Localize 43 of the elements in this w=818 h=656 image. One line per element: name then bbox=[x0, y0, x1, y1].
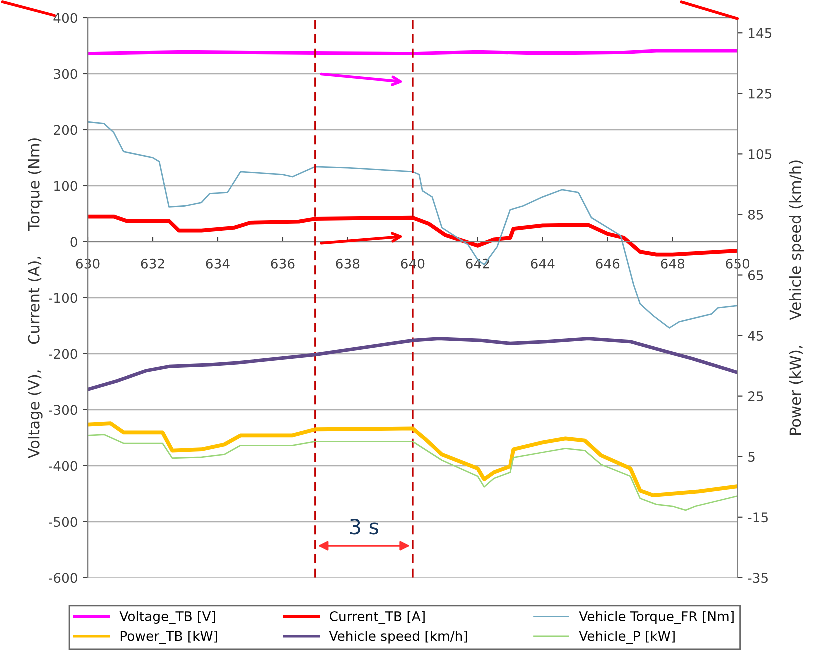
x-tick-label: 644 bbox=[531, 258, 555, 269]
y-tick-label: -300 bbox=[48, 405, 78, 416]
y-tick-label: 200 bbox=[54, 125, 78, 136]
legend-label: Vehicle_P [kW] bbox=[579, 630, 675, 644]
y-tick-label: -200 bbox=[48, 349, 78, 360]
y2-tick-label: 25 bbox=[748, 392, 764, 402]
y-tick-label: 300 bbox=[54, 69, 78, 80]
y-tick-label: 400 bbox=[54, 13, 78, 24]
x-tick-label: 638 bbox=[336, 258, 360, 269]
y-tick-label: -500 bbox=[48, 517, 78, 528]
x-tick-label: 640 bbox=[401, 258, 425, 269]
legend-label: Current_TB [A] bbox=[330, 611, 425, 624]
y-tick-label: 100 bbox=[54, 181, 78, 192]
x-tick-label: 648 bbox=[661, 258, 685, 269]
y2-tick-label: 125 bbox=[749, 88, 772, 99]
y-tick-label: -100 bbox=[48, 293, 78, 304]
legend-label: Voltage_TB [V] bbox=[120, 611, 216, 624]
line-series bbox=[88, 434, 738, 512]
y-tick-label: -400 bbox=[48, 461, 78, 472]
x-tick-label: 646 bbox=[596, 258, 620, 269]
y2-tick-label: 85 bbox=[748, 210, 764, 220]
y2-tick-label: -15 bbox=[748, 512, 768, 523]
x-tick-label: 632 bbox=[141, 258, 164, 269]
y2-tick-label: 45 bbox=[748, 331, 764, 341]
y2-tick-label: 145 bbox=[749, 28, 772, 38]
line-series bbox=[88, 214, 738, 257]
y-axis-title: Voltage (V), Current (A), Torque (Nm) bbox=[28, 138, 43, 459]
x-tick-label: 636 bbox=[271, 258, 295, 269]
y-tick-label: 0 bbox=[70, 237, 78, 248]
legend-label: Power_TB [kW] bbox=[120, 630, 218, 644]
line-series bbox=[88, 422, 738, 498]
legend-label: Vehicle speed [km/h] bbox=[329, 630, 468, 644]
y2-axis-title: Power (kW), Vehicle speed (km/h) bbox=[789, 160, 804, 435]
y-tick-label: -600 bbox=[48, 573, 78, 584]
y2-tick-label: 105 bbox=[749, 149, 772, 160]
y2-tick-label: 65 bbox=[748, 270, 764, 280]
x-tick-label: 634 bbox=[206, 258, 230, 269]
x-tick-label: 642 bbox=[466, 258, 490, 269]
legend-label: Vehicle Torque_FR [Nm] bbox=[579, 611, 734, 624]
annotation: 3 s bbox=[350, 518, 379, 535]
line-series bbox=[88, 337, 738, 392]
y2-tick-label: -35 bbox=[748, 573, 768, 584]
y2-tick-label: 5 bbox=[748, 452, 755, 462]
